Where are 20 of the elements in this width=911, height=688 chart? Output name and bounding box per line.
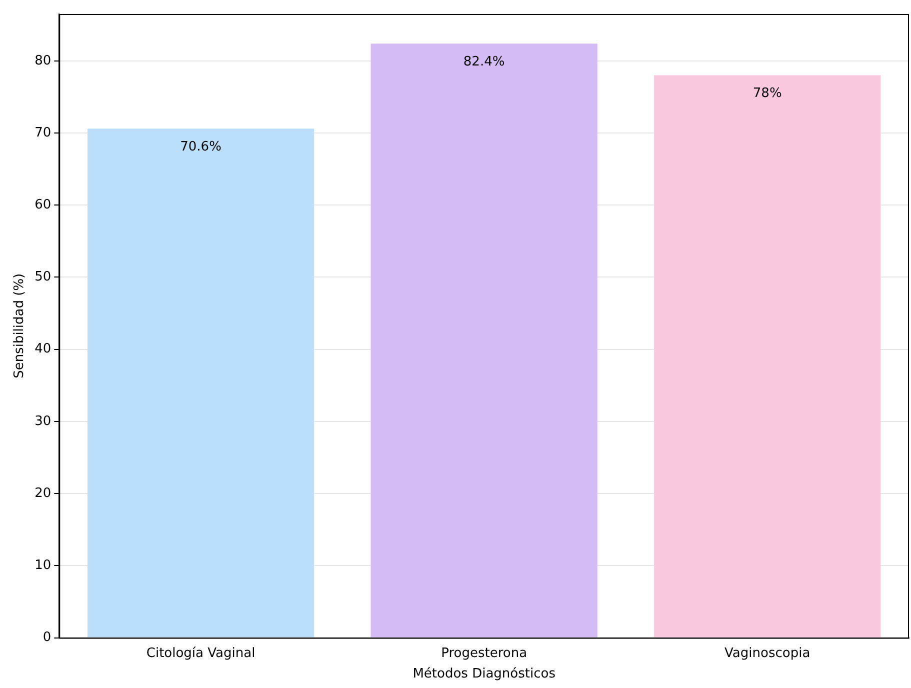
y-tick-label: 0 bbox=[42, 630, 52, 646]
y-tick-label: 20 bbox=[34, 486, 52, 501]
bar bbox=[370, 44, 598, 638]
y-tick-label: 80 bbox=[34, 53, 52, 68]
y-tick-label: 40 bbox=[34, 342, 52, 357]
data-label: 70.6% bbox=[180, 140, 222, 155]
x-axis-title: Métodos Diagnósticos bbox=[412, 666, 556, 682]
y-axis-title: Sensibilidad (%) bbox=[12, 273, 28, 378]
y-tick-label: 30 bbox=[34, 414, 52, 429]
y-tick-label: 10 bbox=[34, 558, 52, 574]
y-tick-label: 60 bbox=[34, 197, 52, 212]
data-label: 82.4% bbox=[463, 54, 505, 70]
bar bbox=[654, 75, 881, 638]
x-tick-label: Vaginoscopia bbox=[724, 646, 810, 661]
x-tick-label: Progesterona bbox=[441, 646, 528, 661]
x-tick-label: Citología Vaginal bbox=[146, 646, 256, 661]
y-tick-label: 70 bbox=[34, 125, 52, 140]
data-label: 78% bbox=[752, 86, 782, 102]
bar bbox=[87, 128, 314, 638]
y-tick-label: 50 bbox=[34, 270, 52, 285]
